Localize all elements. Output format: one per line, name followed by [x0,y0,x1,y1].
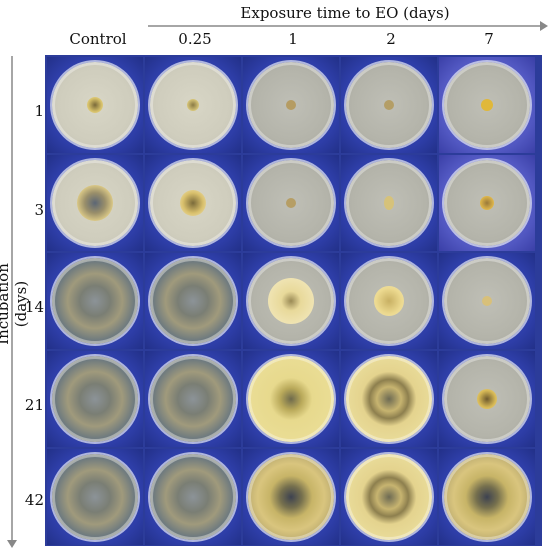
fungal-colony [384,100,394,110]
fungal-colony [77,185,113,221]
fungal-colony [374,286,404,316]
fungal-colony [286,198,296,208]
petri-dish [248,62,334,148]
plate-cell [439,57,535,153]
fungal-colony [286,100,296,110]
column-header-7: 7 [484,30,494,48]
top-axis-title: Exposure time to EO (days) [240,4,450,22]
row-header-42: 42 [24,491,44,509]
fungal-colony [384,196,394,210]
petri-dish [444,258,530,344]
plate-cell [243,449,339,545]
incubation-arrow [7,56,17,548]
petri-dish [52,62,138,148]
plate-cell [243,351,339,447]
row-header-21: 21 [24,396,44,414]
plate-cell [145,253,241,349]
petri-dish [346,454,432,540]
row-header-3: 3 [34,201,44,219]
fungal-colony [180,190,206,216]
plate-cell [47,253,143,349]
petri-dish-grid [45,55,542,546]
petri-dish [346,258,432,344]
exposure-arrow [148,21,548,31]
row-header-1: 1 [34,102,44,120]
petri-dish [444,62,530,148]
plate-cell [341,253,437,349]
plate-cell [341,351,437,447]
column-header-0.25: 0.25 [178,30,212,48]
plate-cell [243,253,339,349]
plate-cell [145,351,241,447]
petri-dish [346,62,432,148]
petri-dish [248,454,334,540]
petri-dish [52,356,138,442]
plate-cell [439,155,535,251]
column-header-control: Control [69,30,127,48]
petri-dish [150,160,236,246]
petri-dish [248,258,334,344]
plate-cell [47,351,143,447]
petri-dish [248,356,334,442]
fungal-colony [482,296,492,306]
column-header-2: 2 [386,30,396,48]
column-header-1: 1 [288,30,298,48]
plate-cell [341,57,437,153]
plate-cell [47,449,143,545]
petri-dish [52,454,138,540]
fungal-colony [268,278,314,324]
plate-cell [439,449,535,545]
petri-dish [150,356,236,442]
fungal-colony [87,97,103,113]
plate-cell [47,57,143,153]
plate-cell [341,155,437,251]
row-header-14: 14 [24,298,44,316]
petri-dish [444,356,530,442]
plate-cell [145,155,241,251]
petri-dish [346,160,432,246]
petri-dish [150,454,236,540]
petri-dish [52,258,138,344]
petri-dish [444,454,530,540]
plate-cell [47,155,143,251]
petri-dish [248,160,334,246]
fungal-colony [480,196,494,210]
plate-cell [341,449,437,545]
petri-dish [346,356,432,442]
plate-cell [243,57,339,153]
fungal-colony [477,389,497,409]
petri-dish [150,62,236,148]
petri-dish [444,160,530,246]
plate-cell [439,253,535,349]
plate-cell [439,351,535,447]
petri-dish [150,258,236,344]
plate-cell [145,449,241,545]
petri-dish [52,160,138,246]
plate-cell [145,57,241,153]
fungal-colony [481,99,493,111]
plate-cell [243,155,339,251]
fungal-colony [187,99,199,111]
